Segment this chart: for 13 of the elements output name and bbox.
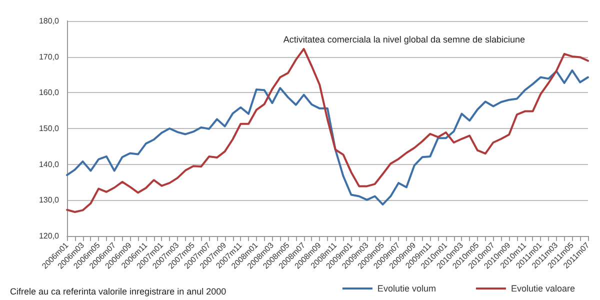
- y-tick-label: 150,0: [38, 124, 60, 133]
- legend-label: Evolutie volum: [377, 284, 436, 294]
- y-tick-label: 180,0: [38, 16, 60, 26]
- legend-label: Evolutie valoare: [510, 284, 576, 294]
- line-series: [66, 69, 589, 206]
- y-tick-label: 130,0: [38, 196, 60, 205]
- y-tick-label: 170,0: [38, 52, 60, 62]
- text: Activitatea comerciala la nivel global da semne de slabiciune: [283, 34, 526, 44]
- y-tick-label: 160,0: [38, 88, 60, 98]
- y-tick-label: 120,0: [38, 232, 60, 240]
- text: Cifrele au ca referinta valorile inregistrare in anul 2000: [10, 286, 226, 296]
- line-series: [66, 48, 589, 213]
- y-tick-label: 140,0: [38, 160, 60, 169]
